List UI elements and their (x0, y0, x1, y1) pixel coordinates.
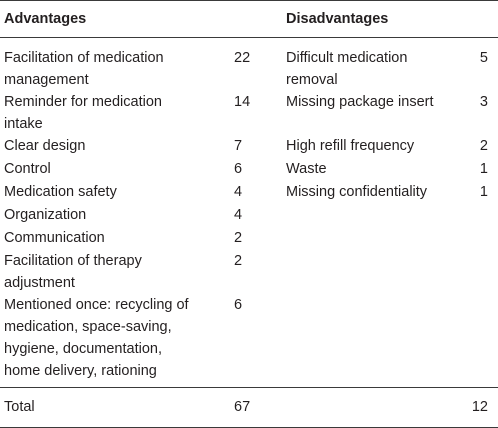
total-label: Total (4, 399, 35, 415)
disadvantage-item-label: Waste (286, 161, 327, 177)
disadvantage-item-count: 1 (479, 184, 488, 200)
disadvantage-item-count: 1 (479, 161, 488, 177)
header-disadvantages: Disadvantages (286, 11, 389, 27)
advantage-item-label: Medication safety (4, 184, 117, 200)
advantage-item-count: 22 (234, 50, 251, 66)
disadvantage-item-label: High refill frequency (286, 138, 415, 154)
advantage-item-label: Control (4, 161, 51, 177)
advantage-item-label: Communication (4, 230, 105, 246)
disadvantage-item-count: 3 (479, 94, 488, 110)
advantage-item-label: Reminder for medication intake (4, 94, 162, 132)
advantage-item-count: 2 (234, 253, 243, 269)
advantage-item-label: Mentioned once: recycling of medication, … (4, 297, 189, 379)
advantage-item-count: 4 (234, 184, 243, 200)
advantage-item-count: 6 (234, 161, 243, 177)
advantage-item-count: 6 (234, 297, 243, 313)
header-rule (0, 37, 498, 38)
advantage-item-count: 4 (234, 207, 243, 223)
advantage-item-label: Facilitation of therapy adjustment (4, 253, 142, 291)
header-advantages: Advantages (4, 11, 87, 27)
disadvantage-item-label: Difficult medication removal (286, 50, 408, 88)
advantage-item-count: 14 (234, 94, 251, 110)
total-advantages-count: 67 (234, 399, 251, 415)
disadvantage-item-count: 5 (479, 50, 488, 66)
total-disadvantages-count: 12 (471, 399, 488, 415)
advantage-item-label: Facilitation of medication management (4, 50, 164, 88)
disadvantage-item-count: 2 (479, 138, 488, 154)
advantage-item-count: 2 (234, 230, 243, 246)
advantage-item-label: Organization (4, 207, 87, 223)
disadvantage-item-label: Missing confidentiality (286, 184, 428, 200)
top-rule (0, 0, 498, 1)
advantage-item-label: Clear design (4, 138, 86, 154)
disadvantage-item-label: Missing package insert (286, 94, 434, 110)
total-rule (0, 387, 498, 388)
advantage-item-count: 7 (234, 138, 243, 154)
